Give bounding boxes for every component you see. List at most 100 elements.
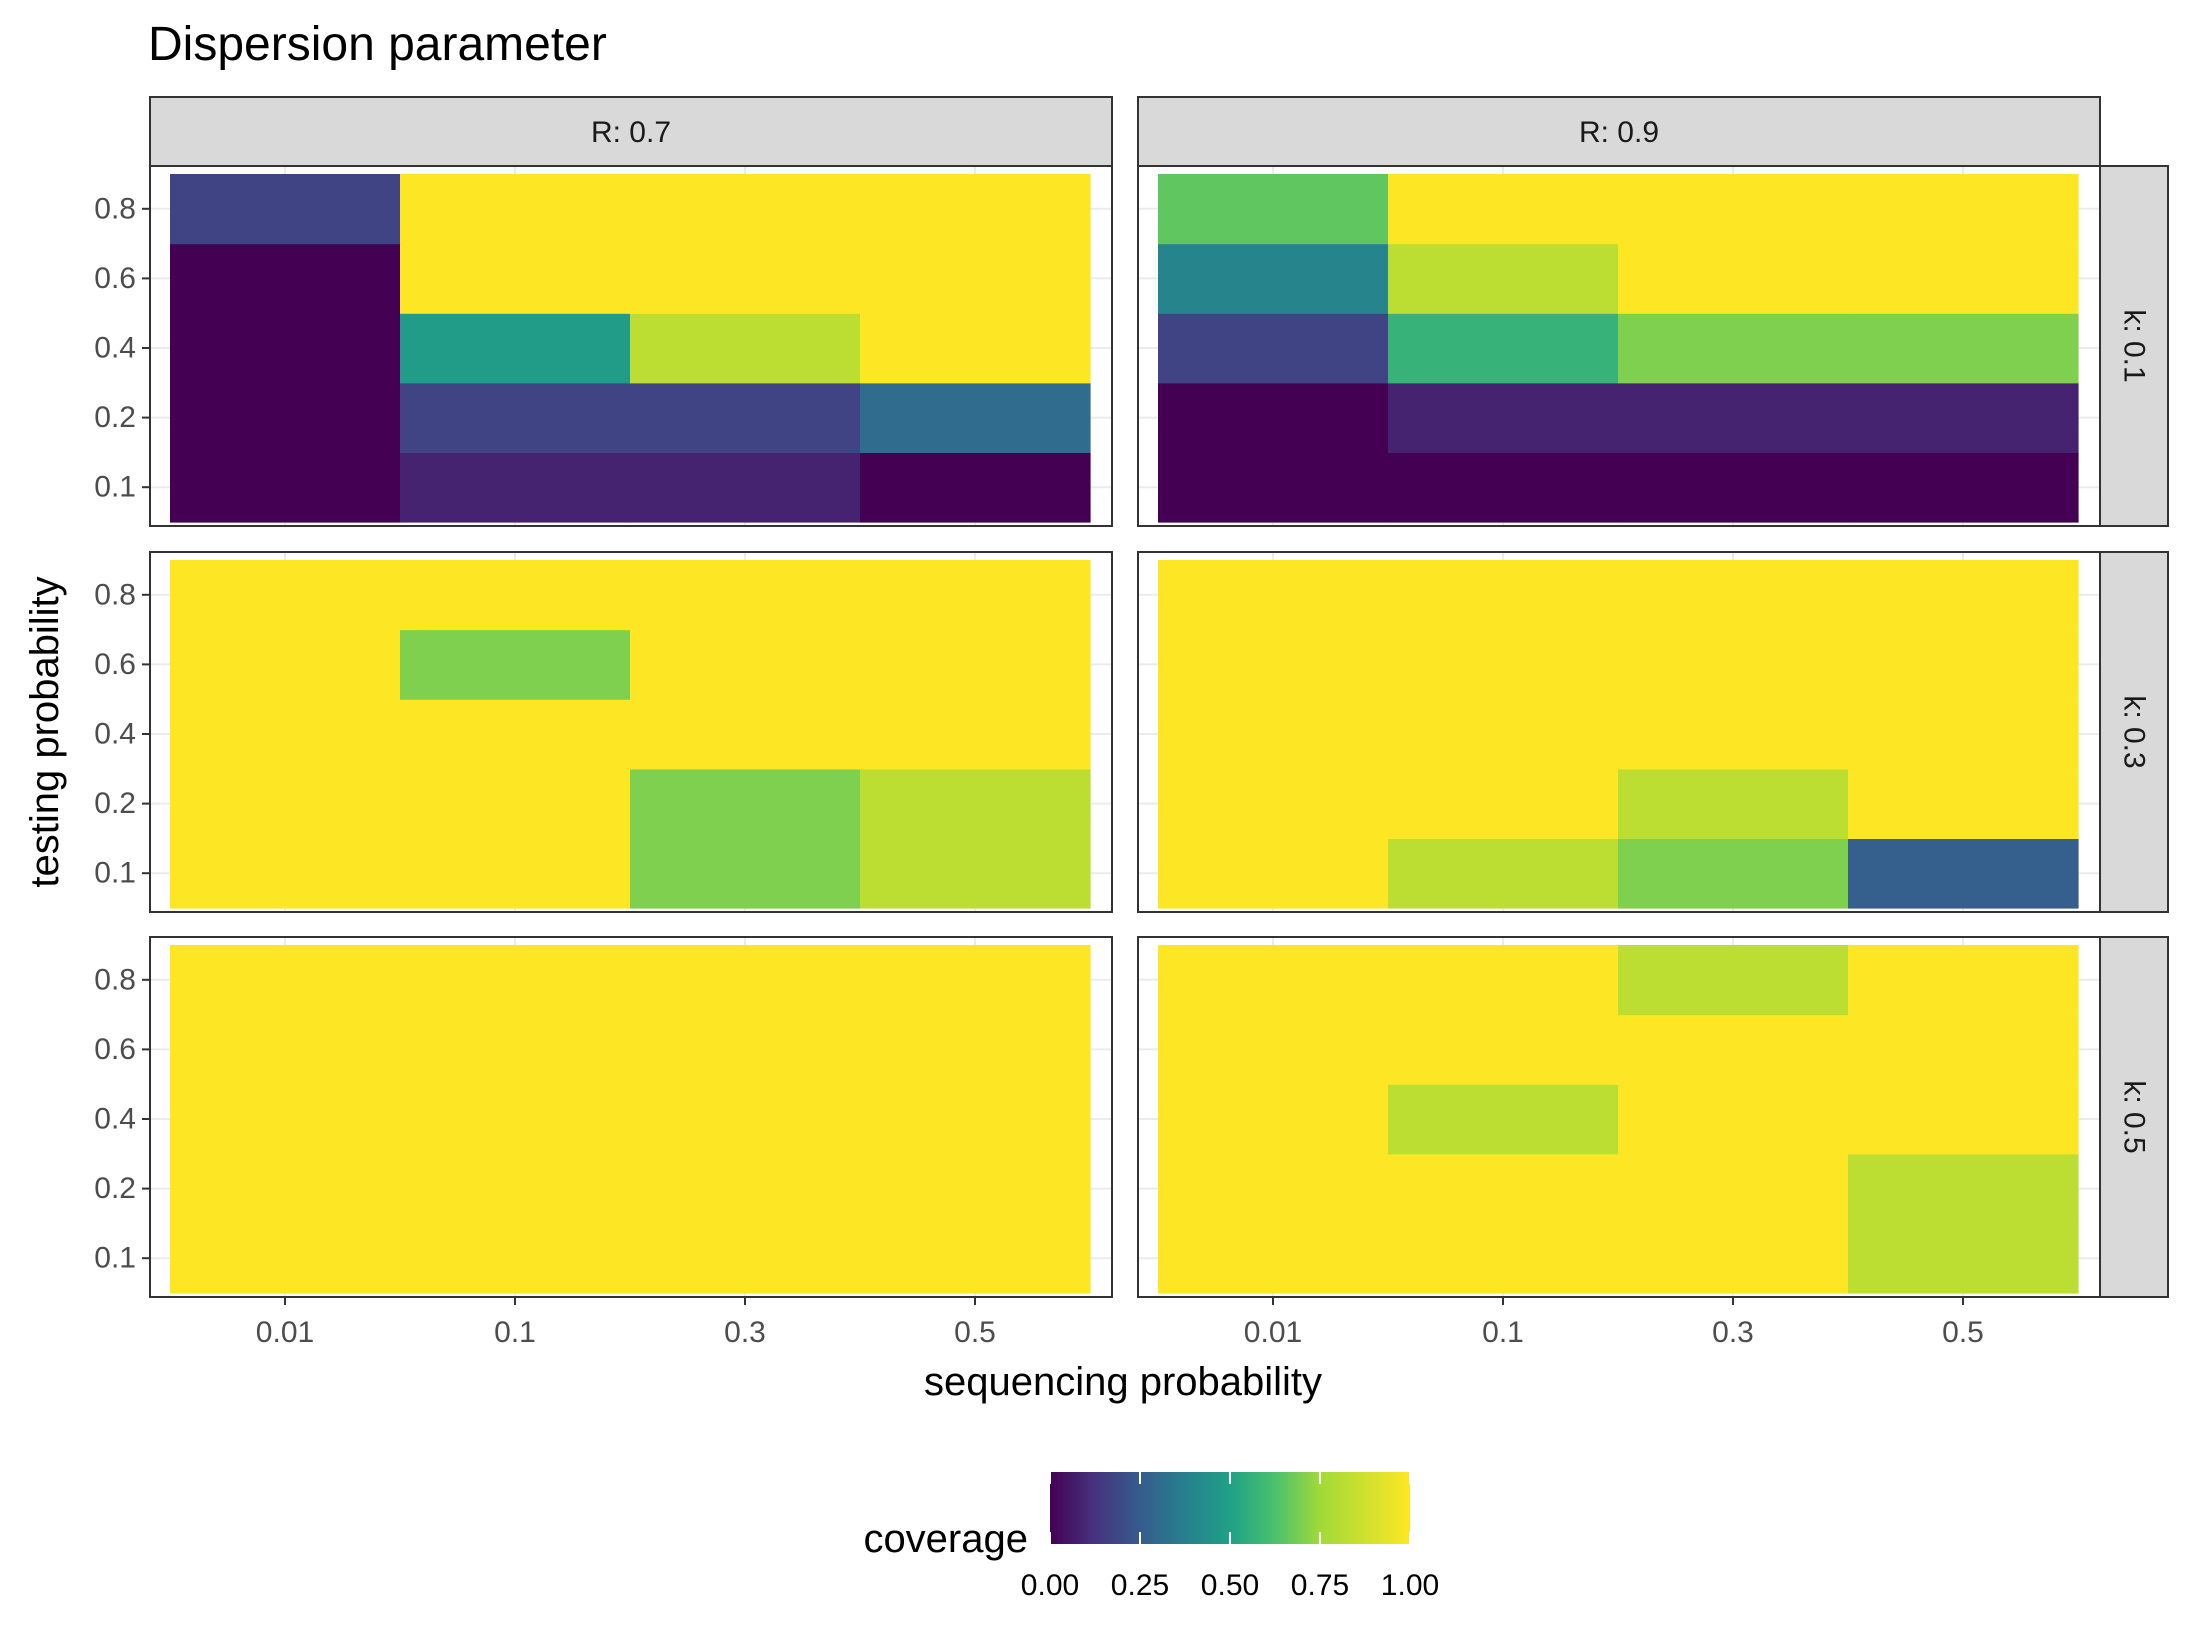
heatmap-tile: [170, 1223, 401, 1294]
heatmap-tile: [170, 313, 401, 384]
heatmap-tile: [1158, 1084, 1389, 1155]
heatmap-tile: [630, 838, 861, 909]
heatmap-tile: [860, 768, 1091, 839]
heatmap-panel: [1137, 551, 2101, 913]
heatmap-tile: [1158, 560, 1389, 631]
heatmap-tile: [1848, 382, 2079, 453]
heatmap-tile: [630, 452, 861, 523]
heatmap-panel: [1137, 165, 2101, 527]
heatmap-tile: [1158, 243, 1389, 314]
heatmap-tile: [400, 768, 631, 839]
y-tick-label: 0.6: [94, 262, 136, 295]
heatmap-tile: [860, 1084, 1091, 1155]
heatmap-tile: [1848, 945, 2079, 1016]
heatmap-tile: [170, 452, 401, 523]
facet-strip-col-0: [149, 96, 1113, 167]
heatmap-tile: [860, 560, 1091, 631]
heatmap-tile: [170, 1153, 401, 1224]
heatmap-tile: [1388, 174, 1619, 245]
heatmap-tile: [1158, 1153, 1389, 1224]
heatmap-tile: [400, 1223, 631, 1294]
heatmap-tile: [400, 174, 631, 245]
heatmap-tile: [1848, 313, 2079, 384]
y-tick-label: 0.8: [94, 963, 136, 996]
y-tick-label: 0.6: [94, 648, 136, 681]
heatmap-tile: [1158, 382, 1389, 453]
heatmap-panel: [149, 936, 1113, 1298]
heatmap-tile: [1618, 1223, 1849, 1294]
heatmap-tile: [860, 699, 1091, 770]
facet-strip-col-label: R: 0.7: [591, 116, 671, 149]
heatmap-tile: [860, 1014, 1091, 1085]
heatmap-tile: [1158, 1014, 1389, 1085]
heatmap-tile: [1618, 452, 1849, 523]
heatmap-tile: [860, 174, 1091, 245]
heatmap-tile: [1388, 1223, 1619, 1294]
heatmap-tile: [1618, 629, 1849, 700]
heatmap-tile: [1848, 768, 2079, 839]
heatmap-tile: [1158, 629, 1389, 700]
heatmap-panel: [149, 551, 1113, 913]
heatmap-tile: [1618, 174, 1849, 245]
heatmap-tile: [860, 313, 1091, 384]
heatmap-tile: [170, 243, 401, 314]
heatmap-tile: [630, 560, 861, 631]
heatmap-tile: [1158, 174, 1389, 245]
heatmap-tile: [1618, 382, 1849, 453]
legend-tick-label: 0.00: [1021, 1569, 1079, 1602]
heatmap-tile: [860, 382, 1091, 453]
heatmap-tile: [1618, 1153, 1849, 1224]
heatmap-tile: [400, 1014, 631, 1085]
panel-border: [1137, 936, 2101, 1298]
panel-border: [149, 165, 1113, 527]
heatmap-tile: [630, 243, 861, 314]
x-axis-title: sequencing probability: [924, 1360, 1322, 1404]
facet-strip-row-label: k: 0.3: [2118, 695, 2151, 768]
heatmap-tile: [630, 1014, 861, 1085]
heatmap-tile: [860, 629, 1091, 700]
heatmap-tile: [1388, 1014, 1619, 1085]
heatmap-tile: [630, 629, 861, 700]
heatmap-tile: [1848, 452, 2079, 523]
x-tick-label: 0.01: [256, 1316, 314, 1349]
heatmap-tile: [1388, 838, 1619, 909]
heatmap-tile: [400, 699, 631, 770]
heatmap-tile: [400, 1084, 631, 1155]
legend-tick-label: 1.00: [1381, 1569, 1439, 1602]
heatmap-tile: [1618, 560, 1849, 631]
heatmap-tile: [170, 768, 401, 839]
heatmap-tile: [1848, 1014, 2079, 1085]
heatmap-tile: [860, 452, 1091, 523]
heatmap-tile: [400, 838, 631, 909]
heatmap-tile: [400, 382, 631, 453]
facet-strip-col-label: R: 0.9: [1579, 116, 1659, 149]
heatmap-tile: [1848, 1223, 2079, 1294]
heatmap-tile: [170, 1084, 401, 1155]
heatmap-tile: [170, 945, 401, 1016]
x-tick-label: 0.3: [724, 1316, 766, 1349]
heatmap-tile: [170, 1014, 401, 1085]
heatmap-tile: [1618, 945, 1849, 1016]
heatmap-tile: [1848, 838, 2079, 909]
facet-strip-row-0: [2099, 165, 2169, 527]
facet-strip-col-1: [1137, 96, 2101, 167]
y-axis-title: testing probability: [23, 576, 67, 887]
legend-tick-label: 0.25: [1111, 1569, 1169, 1602]
heatmap-tile: [1618, 1014, 1849, 1085]
heatmap-tile: [1388, 243, 1619, 314]
heatmap-tile: [1848, 1153, 2079, 1224]
heatmap-tile: [1848, 243, 2079, 314]
x-tick-label: 0.5: [954, 1316, 996, 1349]
panel-border: [149, 936, 1113, 1298]
y-tick-label: 0.4: [94, 718, 136, 751]
heatmap-tile: [1158, 699, 1389, 770]
heatmap-tile: [1388, 1153, 1619, 1224]
y-tick-label: 0.2: [94, 1172, 136, 1205]
heatmap-tile: [400, 945, 631, 1016]
y-tick-label: 0.4: [94, 1103, 136, 1136]
heatmap-tile: [400, 629, 631, 700]
y-tick-label: 0.1: [94, 471, 136, 504]
y-tick-label: 0.8: [94, 192, 136, 225]
heatmap-tile: [400, 452, 631, 523]
heatmap-tile: [860, 838, 1091, 909]
